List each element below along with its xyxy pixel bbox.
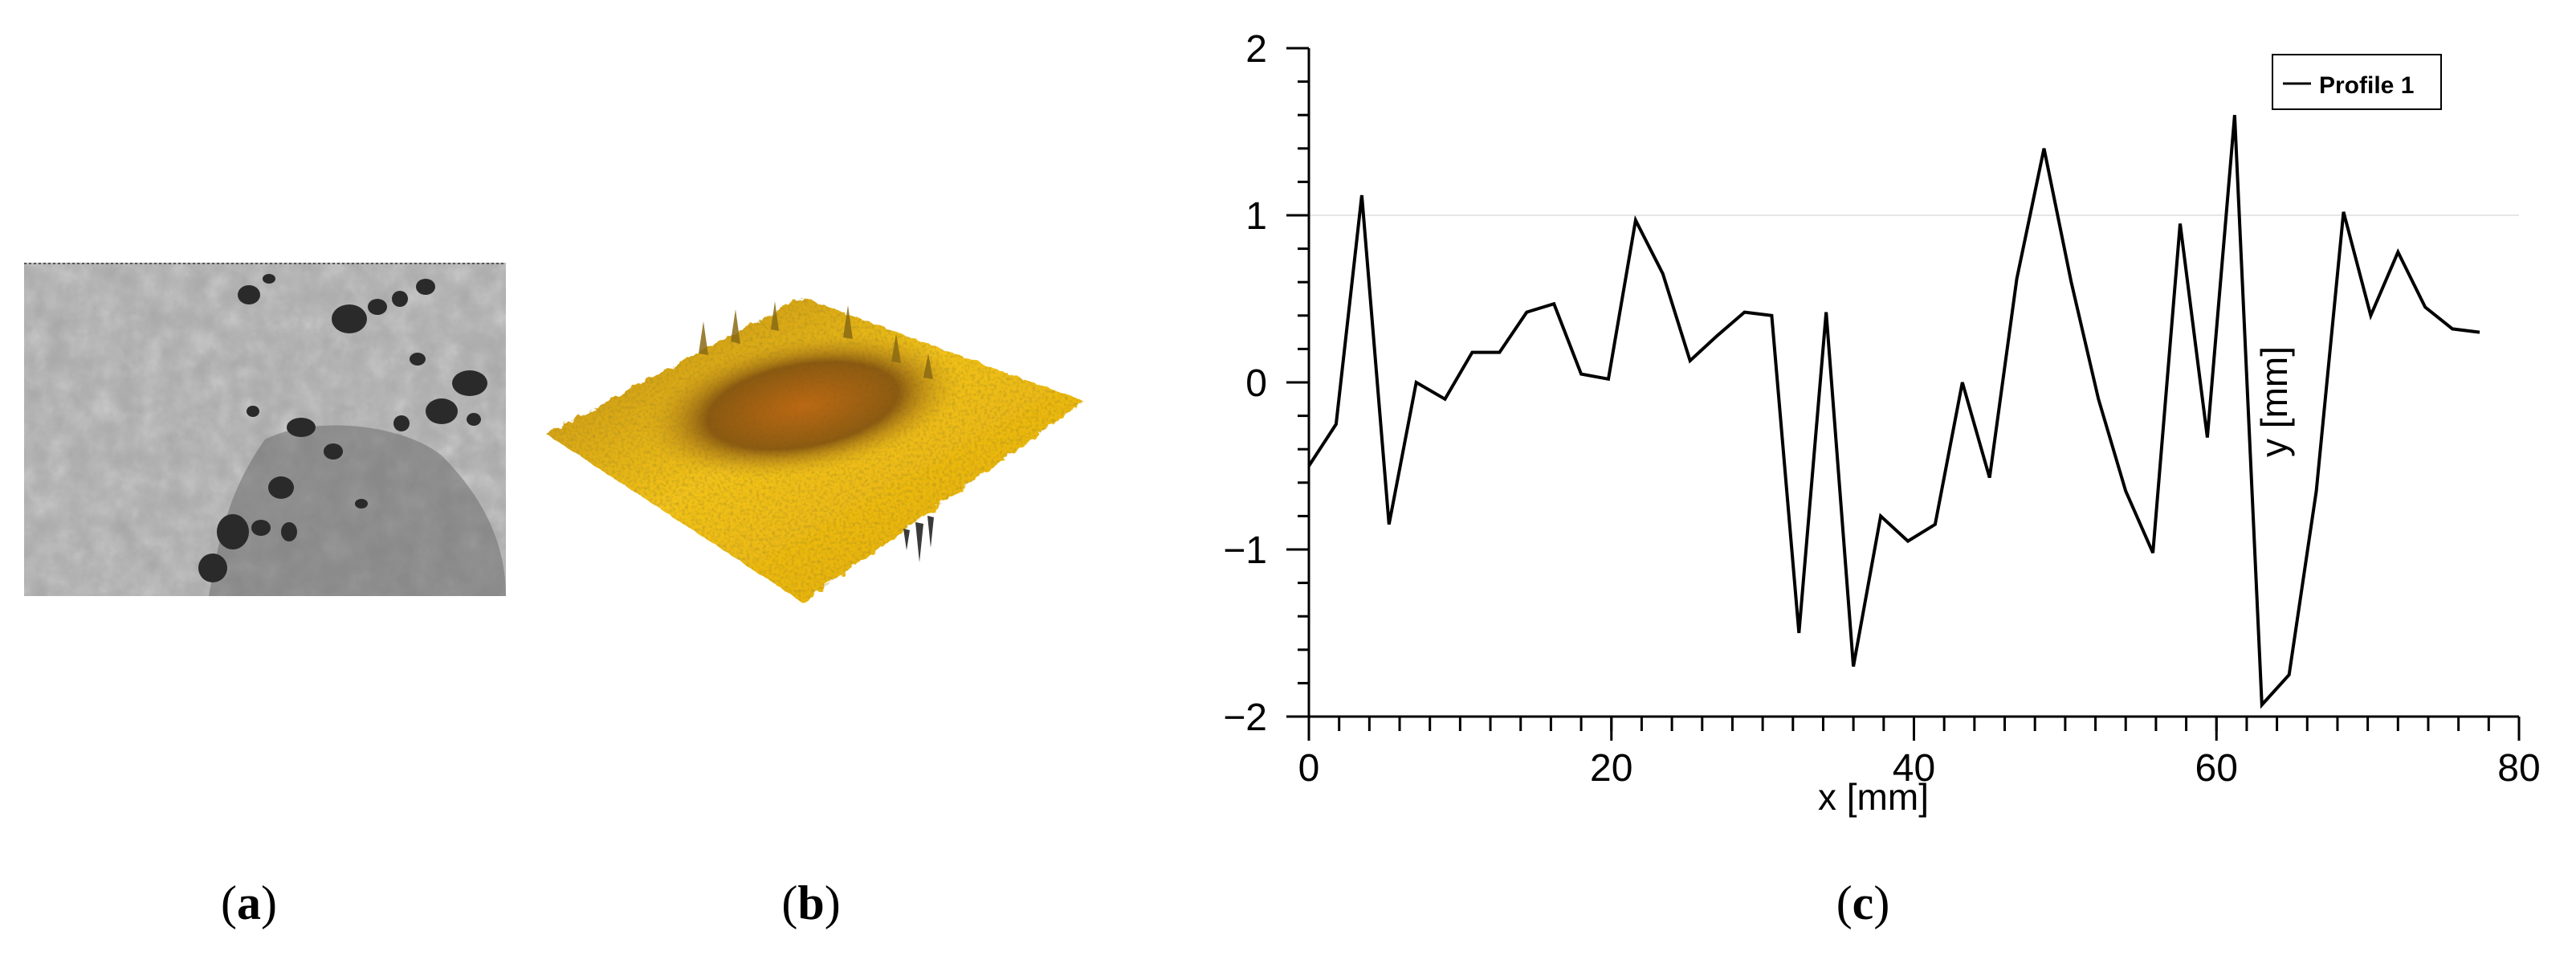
panel-label-c: (c) xyxy=(1836,876,1890,929)
panel-label-a: (a) xyxy=(221,876,277,929)
series-line-profile-1 xyxy=(1307,115,2480,709)
legend-box xyxy=(2272,54,2442,110)
downward-spikes xyxy=(903,516,934,562)
x-axis-title: x [mm] xyxy=(1818,776,1929,818)
legend: Profile 1 xyxy=(2272,54,2442,110)
minor-ticks xyxy=(1298,47,2521,731)
surface-crater xyxy=(644,333,962,479)
surface-photo xyxy=(24,263,506,596)
y-tick-label: 2 xyxy=(1245,28,1267,71)
y-tick-label: 0 xyxy=(1245,362,1267,405)
x-tick-label: 40 xyxy=(1893,747,1935,790)
y-tick-label: −1 xyxy=(1223,529,1267,572)
x-tick-label: 0 xyxy=(1298,747,1320,790)
x-tick-label: 20 xyxy=(1590,747,1632,790)
x-axis-ticks: 0 20 40 60 80 xyxy=(1298,717,2541,790)
panel-label-b: (b) xyxy=(781,876,841,929)
profile-chart: 0 20 40 60 80 −2 −1 0 1 2 x [mm] y [mm] Profile … xyxy=(1223,28,2541,818)
y-tick-label: −2 xyxy=(1223,696,1267,739)
pits xyxy=(198,274,487,582)
y-axis-ticks: −2 −1 0 1 2 xyxy=(1223,28,1309,739)
panel-letter-c: c xyxy=(1852,876,1874,929)
panel-letter-a: a xyxy=(237,876,261,929)
surface-3d-plot xyxy=(546,297,1084,602)
y-axis-title: y [mm] xyxy=(2253,346,2295,457)
panel-letter-b: b xyxy=(797,876,825,929)
y-tick-label: 1 xyxy=(1245,195,1267,238)
legend-label: Profile 1 xyxy=(2319,72,2414,99)
eroded-region xyxy=(209,425,506,596)
surface-spikes xyxy=(699,301,933,379)
x-tick-label: 80 xyxy=(2497,747,2540,790)
x-tick-label: 60 xyxy=(2195,747,2238,790)
plot-frame xyxy=(1307,48,2519,718)
